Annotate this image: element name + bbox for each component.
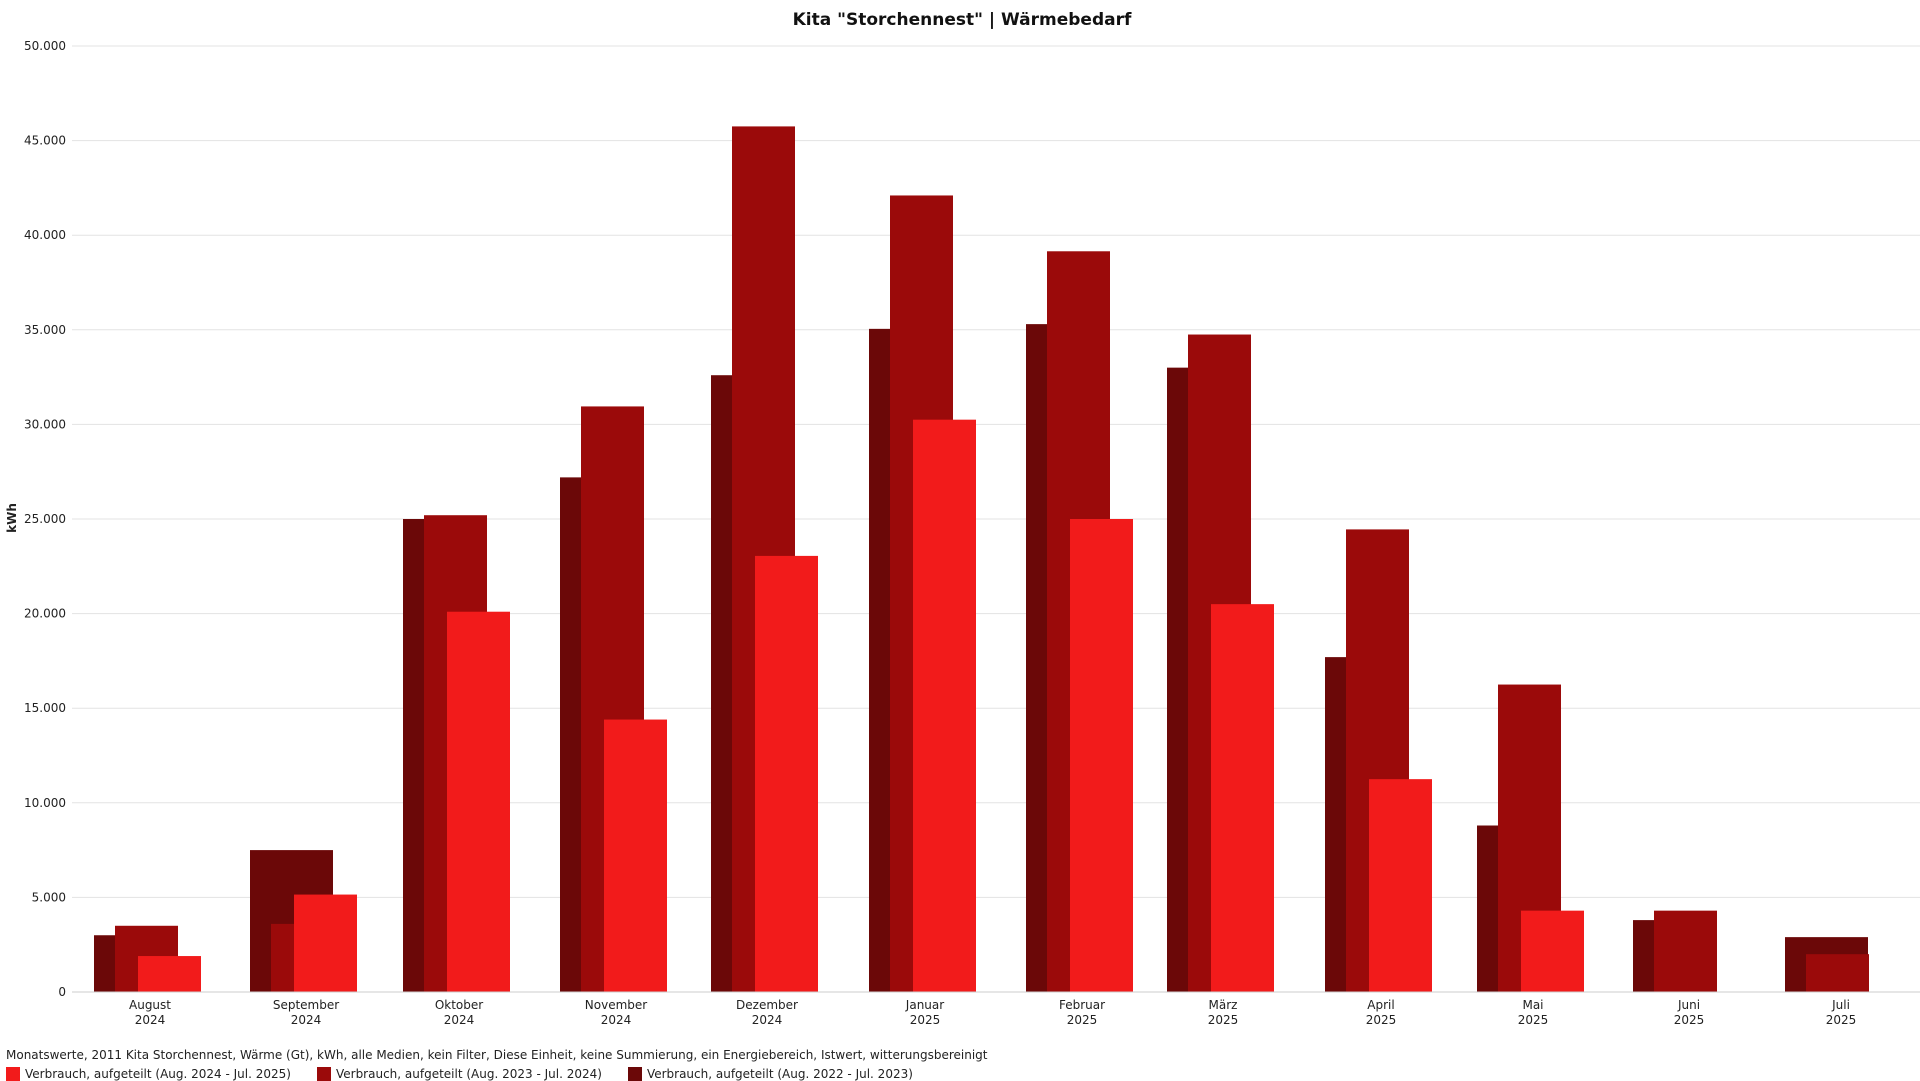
- bar-series-3-februar[interactable]: [1070, 519, 1133, 992]
- legend-item-2022-2023[interactable]: Verbrauch, aufgeteilt (Aug. 2022 - Jul. …: [627, 1067, 913, 1081]
- bar-series-3-august[interactable]: [138, 956, 201, 992]
- y-tick-label: 10.000: [24, 796, 66, 810]
- bars: [94, 126, 1869, 993]
- bar-series-3-mai[interactable]: [1521, 910, 1584, 992]
- legend-item-2024-2025[interactable]: Verbrauch, aufgeteilt (Aug. 2024 - Jul. …: [6, 1067, 291, 1081]
- x-tick-label: März 2025: [1208, 998, 1239, 1027]
- x-tick-label: Februar 2025: [1059, 998, 1105, 1027]
- legend-swatch: [6, 1067, 20, 1081]
- x-tick-label: Januar 2025: [905, 998, 944, 1027]
- bar-series-2-juni[interactable]: [1654, 910, 1717, 992]
- y-tick-label: 15.000: [24, 701, 66, 715]
- footer-description: Monatswerte, 2011 Kita Storchennest, Wär…: [6, 1048, 988, 1062]
- legend: Verbrauch, aufgeteilt (Aug. 2024 - Jul. …: [6, 1067, 939, 1081]
- legend-swatch: [627, 1067, 642, 1081]
- bar-series-3-april[interactable]: [1369, 779, 1432, 992]
- legend-label: Verbrauch, aufgeteilt (Aug. 2024 - Jul. …: [25, 1067, 291, 1081]
- bar-series-3-märz[interactable]: [1211, 604, 1274, 992]
- x-tick-label: Juli 2025: [1826, 998, 1857, 1027]
- bar-series-3-januar[interactable]: [913, 419, 976, 992]
- y-tick-label: 20.000: [24, 607, 66, 621]
- x-tick-label: Dezember 2024: [736, 998, 798, 1027]
- legend-label: Verbrauch, aufgeteilt (Aug. 2022 - Jul. …: [646, 1067, 913, 1081]
- x-tick-label: November 2024: [585, 998, 647, 1027]
- y-tick-label: 45.000: [24, 134, 66, 148]
- y-tick-label: 5.000: [32, 890, 66, 904]
- legend-swatch: [316, 1067, 331, 1081]
- bar-series-2-juli[interactable]: [1806, 954, 1869, 992]
- bar-series-3-september[interactable]: [294, 894, 357, 992]
- x-tick-label: August 2024: [129, 998, 171, 1027]
- y-tick-label: 30.000: [24, 417, 66, 431]
- legend-item-2023-2024[interactable]: Verbrauch, aufgeteilt (Aug. 2023 - Jul. …: [316, 1067, 602, 1081]
- bar-series-3-dezember[interactable]: [755, 555, 818, 992]
- x-tick-label: September 2024: [273, 998, 339, 1027]
- x-tick-label: April 2025: [1366, 998, 1397, 1027]
- y-tick-label: 40.000: [24, 228, 66, 242]
- chart-title: Kita "Storchennest" | Wärmebedarf: [793, 10, 1132, 30]
- x-tick-labels: August 2024 September 2024 Oktober 2024 Novemb…: [129, 998, 1856, 1027]
- x-tick-label: Mai 2025: [1518, 998, 1549, 1027]
- y-tick-labels: 0 5.000 10.000 15.000 20.000 25.000 30.000 35.0…: [24, 39, 66, 999]
- y-axis-label: kWh: [5, 503, 19, 533]
- y-tick-label: 25.000: [24, 512, 66, 526]
- x-tick-label: Juni 2025: [1674, 998, 1705, 1027]
- legend-label: Verbrauch, aufgeteilt (Aug. 2023 - Jul. …: [335, 1067, 602, 1081]
- x-tick-label: Oktober 2024: [435, 998, 483, 1027]
- y-tick-label: 50.000: [24, 39, 66, 53]
- grid-lines: [72, 45, 1920, 993]
- bar-series-3-oktober[interactable]: [447, 611, 510, 992]
- bar-series-3-november[interactable]: [604, 719, 667, 992]
- y-tick-label: 0: [58, 985, 66, 999]
- y-tick-label: 35.000: [24, 323, 66, 337]
